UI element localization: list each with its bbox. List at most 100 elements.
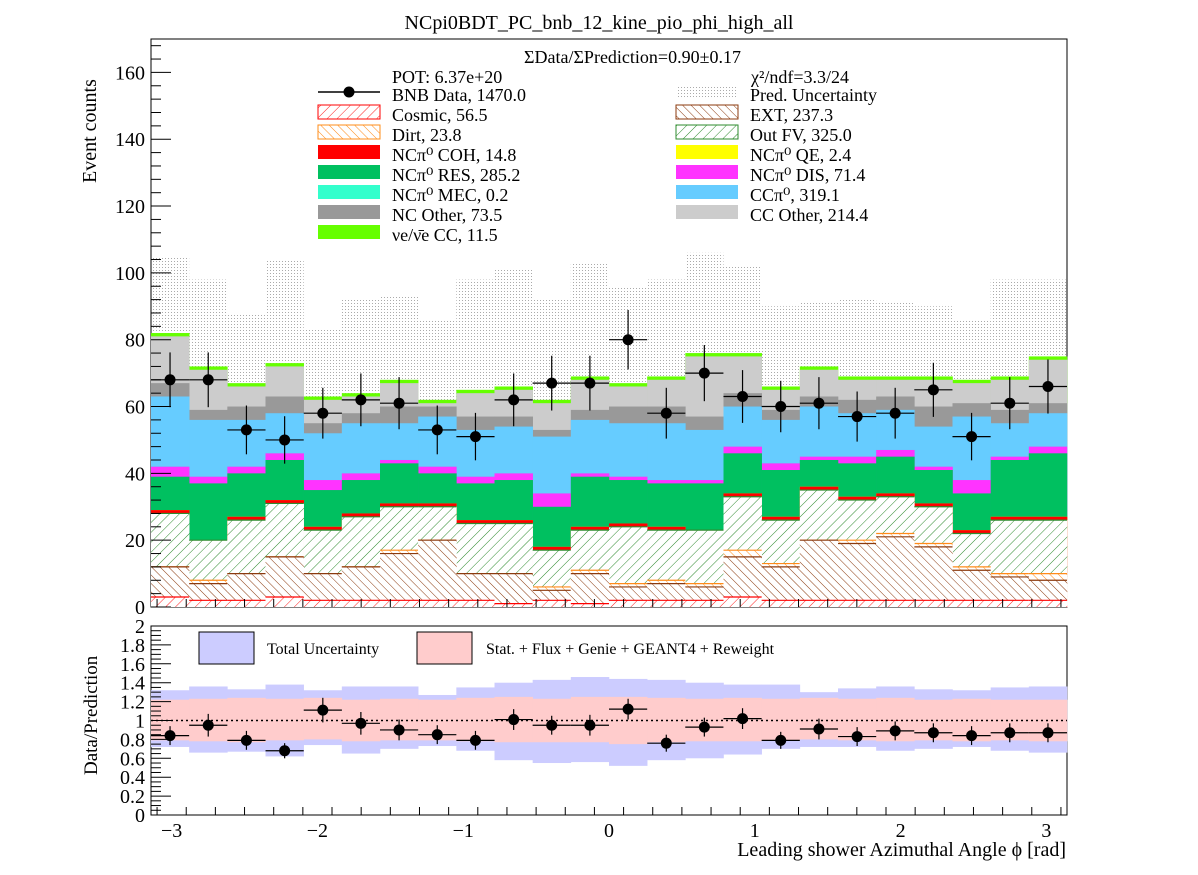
- legend-label-3: EXT, 237.3: [750, 105, 833, 125]
- stack-hatch-cosmic: [494, 603, 533, 607]
- stack-hatch-cosmic: [456, 600, 495, 607]
- legend-swatch-9: [676, 165, 738, 179]
- data-point: [317, 407, 329, 419]
- legend-label-0: BNB Data, 1470.0: [392, 85, 526, 105]
- ratio-point: [1042, 727, 1054, 739]
- x-tick-label: −3: [161, 820, 182, 842]
- stack-hatch-cosmic: [151, 596, 190, 607]
- ratio-point: [698, 721, 710, 733]
- stack-hatch-cosmic: [265, 596, 304, 607]
- data-point: [775, 401, 787, 413]
- stack-hatch-cosmic: [914, 600, 953, 607]
- ratio-point: [889, 725, 901, 737]
- ratio-legend-stat-swatch: [416, 631, 473, 665]
- data-point: [584, 377, 596, 389]
- legend-swatch-8: [318, 165, 380, 179]
- y-tick-label: 20: [125, 530, 145, 552]
- ratio-summary-text: ΣData/ΣPrediction=0.90±0.17: [524, 47, 741, 67]
- ratio-points: [150, 697, 1068, 759]
- ratio-y-tick-label: 0.2: [120, 786, 145, 808]
- data-point: [393, 397, 405, 409]
- data-point: [889, 407, 901, 419]
- ratio-y-tick-label: 0.8: [120, 729, 145, 751]
- stack-hatch-cosmic: [189, 600, 228, 607]
- ratio-point: [431, 729, 443, 741]
- stacked-histogram: [151, 333, 1068, 607]
- ratio-y-tick-label: 1: [135, 711, 145, 733]
- stack-hatch-cosmic: [532, 600, 572, 607]
- ratio-point: [622, 703, 634, 715]
- y-tick-label: 0: [135, 597, 145, 619]
- legend-hatch: [676, 125, 738, 139]
- legend-label-7: NCπ⁰ QE, 2.4: [750, 145, 851, 165]
- ratio-y-axis-label: Data/Prediction: [81, 655, 102, 775]
- data-point: [508, 394, 520, 406]
- stack-hatch-cosmic: [799, 600, 839, 607]
- data-point: [927, 384, 939, 396]
- data-point: [1004, 397, 1016, 409]
- x-axis-label: Leading shower Azimuthal Angle ϕ [rad]: [737, 839, 1066, 861]
- x-tick-label: −2: [307, 820, 328, 842]
- y-tick-label: 80: [125, 330, 145, 352]
- legend-label-9: NCπ⁰ DIS, 71.4: [750, 165, 865, 185]
- legend-label-4: Dirt, 23.8: [392, 125, 462, 145]
- ratio-point: [775, 734, 787, 746]
- legend-label-2: Cosmic, 56.5: [392, 105, 488, 125]
- legend-hatch: [318, 105, 380, 119]
- data-point: [698, 367, 710, 379]
- y-tick-label: 160: [115, 62, 145, 84]
- pot-text: POT: 6.37e+20: [392, 67, 502, 87]
- legend-hatch: [676, 105, 738, 119]
- ratio-legend-total-swatch: [198, 631, 255, 665]
- ratio-y-tick-label: 0.4: [120, 767, 145, 789]
- ratio-point: [317, 704, 329, 716]
- ratio-point: [927, 727, 939, 739]
- legend-label-12: NC Other, 73.5: [392, 205, 502, 225]
- stack-hatch-cosmic: [418, 600, 457, 607]
- chi2-text: χ²/ndf=3.3/24: [750, 67, 849, 87]
- chart-title: NCpi0BDT_PC_bnb_12_kine_pio_phi_high_all: [405, 12, 794, 34]
- stack-hatch-ext: [418, 540, 457, 607]
- main-x-axis: [156, 599, 1062, 607]
- stack-hatch-ext: [914, 546, 953, 607]
- stack-hatch-cosmic: [723, 596, 762, 607]
- legend-marker: [343, 86, 355, 98]
- data-point: [1042, 380, 1054, 392]
- ratio-y-tick-label: 1.2: [120, 692, 145, 714]
- ratio-point: [164, 730, 176, 742]
- legend-swatch-13: [676, 205, 738, 219]
- y-axis-label: Event counts: [79, 79, 101, 183]
- stack-hatch-cosmic: [761, 600, 801, 607]
- data-point: [469, 431, 481, 443]
- stack-hatch-ext: [876, 536, 915, 607]
- ratio-y-tick-label: 1.4: [120, 673, 145, 695]
- stack-hatch-ext: [799, 540, 839, 607]
- data-point: [546, 377, 558, 389]
- legend-label-8: NCπ⁰ RES, 285.2: [392, 165, 520, 185]
- legend-swatch-6: [318, 145, 380, 159]
- ratio-point: [355, 717, 367, 729]
- ratio-point: [737, 713, 749, 725]
- data-point: [622, 334, 634, 346]
- y-tick-label: 120: [115, 196, 145, 218]
- ratio-y-axis: 00.20.40.60.811.21.41.61.82: [120, 616, 171, 827]
- ratio-y-tick-label: 1.6: [120, 654, 145, 676]
- stack-hatch-cosmic: [609, 600, 648, 607]
- x-tick-label: 2: [896, 820, 906, 842]
- ratio-point: [546, 719, 558, 731]
- legend-label-5: Out FV, 325.0: [750, 125, 852, 145]
- ratio-y-tick-label: 1.8: [120, 635, 145, 657]
- ratio-point: [966, 730, 978, 742]
- stack-hatch-cosmic: [876, 600, 915, 607]
- stack-hatch-cosmic: [990, 600, 1030, 607]
- data-point: [355, 394, 367, 406]
- legend-swatch-7: [676, 145, 738, 159]
- stack-hatch-cosmic: [685, 600, 724, 607]
- stack-hatch-ext: [838, 543, 877, 607]
- data-points: [150, 309, 1068, 464]
- legend-label-11: CCπ⁰, 319.1: [750, 185, 840, 205]
- ratio-point: [813, 723, 825, 735]
- stat-unc-bin: [265, 698, 304, 741]
- main-y-axis: 0 20 40 60 80 100 120 140 160: [115, 45, 171, 619]
- ratio-y-tick-label: 0.6: [120, 748, 145, 770]
